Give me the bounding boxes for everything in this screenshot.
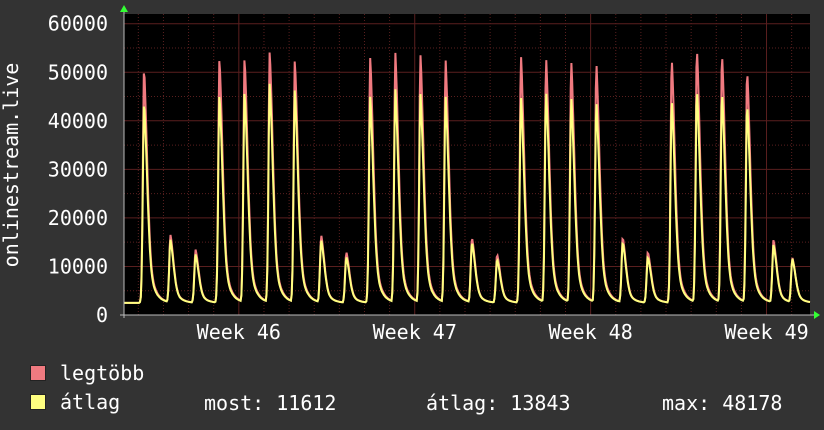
stat-maximum: max: 48178 xyxy=(662,391,783,415)
legend-item-max: legtöbb xyxy=(30,361,145,385)
legend-swatch-max xyxy=(30,365,46,381)
x-tick-label: Week 49 xyxy=(724,320,808,344)
y-tick-label: 50000 xyxy=(48,60,108,84)
y-tick-label: 40000 xyxy=(48,109,108,133)
y-tick-label: 30000 xyxy=(48,157,108,181)
stat-current: most: 11612 xyxy=(204,391,337,415)
series-line-atlag xyxy=(124,83,811,304)
x-tick-label: Week 46 xyxy=(197,320,281,344)
legend-label-max: legtöbb xyxy=(60,361,145,385)
x-axis-ticks: Week 46 Week 47 Week 48 Week 49 xyxy=(197,320,809,344)
y-axis-ticks: 0 10000 20000 30000 40000 50000 60000 xyxy=(48,12,108,327)
y-axis-label: onlinestream.live xyxy=(0,63,23,268)
legend-swatch-avg xyxy=(30,394,46,410)
y-tick-label: 10000 xyxy=(48,254,108,278)
legend-label-avg: átlag xyxy=(60,390,121,414)
x-axis-arrow-icon xyxy=(814,311,820,319)
y-axis-arrow-icon xyxy=(120,5,128,12)
x-tick-label: Week 47 xyxy=(373,320,457,344)
y-tick-label: 60000 xyxy=(48,12,108,36)
legend-item-avg: átlag xyxy=(30,390,121,414)
y-tick-label: 0 xyxy=(96,303,108,327)
y-tick-label: 20000 xyxy=(48,206,108,230)
x-tick-label: Week 48 xyxy=(548,320,632,344)
stat-average: átlag: 13843 xyxy=(426,391,571,415)
